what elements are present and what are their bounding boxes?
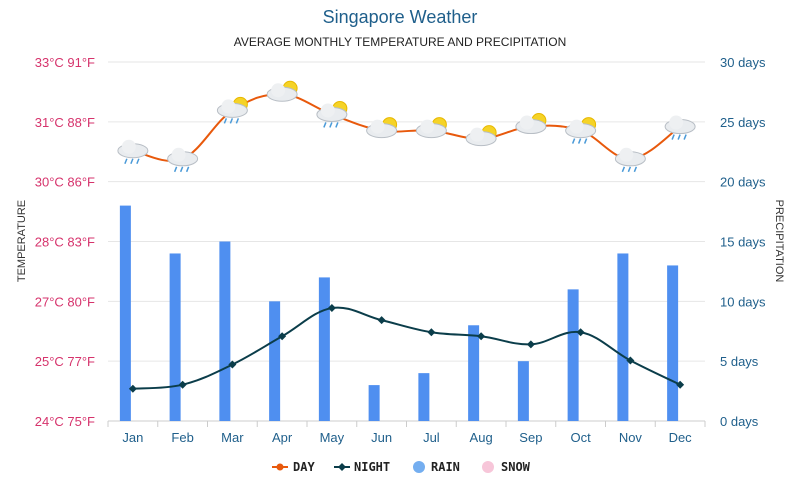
rain-drop-icon — [173, 166, 178, 173]
cloud-icon — [171, 147, 186, 162]
rain-bar — [269, 301, 281, 421]
legend-day-marker — [276, 463, 284, 471]
legend-rain-label: RAIN — [431, 460, 460, 474]
rain-drop-icon — [329, 122, 333, 128]
rain-bar — [169, 253, 181, 421]
x-tick-label: Feb — [171, 430, 193, 445]
right-tick-label: 5 days — [720, 354, 759, 369]
rain-bar — [368, 385, 380, 421]
cloud-icon — [569, 119, 584, 134]
night-point — [278, 332, 287, 341]
chart-subtitle: AVERAGE MONTHLY TEMPERATURE AND PRECIPIT… — [233, 35, 567, 49]
left-tick-label: 24°C 75°F — [35, 414, 95, 429]
legend-day-label: DAY — [293, 460, 315, 474]
rain-drop-icon — [633, 166, 638, 173]
right-tick-label: 15 days — [720, 235, 766, 250]
night-line — [132, 306, 681, 390]
rain-drop-icon — [627, 166, 632, 173]
cloud-icon — [320, 103, 335, 118]
rain-drop-icon — [179, 166, 184, 173]
x-tick-label: Mar — [221, 430, 244, 445]
x-tick-label: Jul — [423, 430, 440, 445]
cloud-icon — [221, 99, 236, 114]
rain-drop-icon — [229, 118, 234, 124]
legend-snow-swatch — [482, 461, 494, 473]
rain-drop-icon — [677, 134, 681, 140]
right-axis-title: PRECIPITATION — [773, 200, 785, 283]
x-tick-label: Apr — [272, 430, 293, 445]
legend-snow-label: SNOW — [501, 460, 531, 474]
night-point — [228, 360, 237, 369]
rain-drop-icon — [223, 118, 228, 124]
cloud-icon — [519, 115, 534, 130]
legend-night-label: NIGHT — [354, 460, 390, 474]
rain-bar — [667, 265, 679, 421]
rain-drop-icon — [621, 166, 626, 173]
x-tick-label: Dec — [669, 430, 693, 445]
night-point — [128, 384, 137, 393]
rain-drop-icon — [323, 122, 327, 128]
cloud-icon — [420, 119, 435, 134]
left-tick-label: 33°C 91°F — [35, 55, 95, 70]
cloud-icon — [370, 119, 385, 134]
right-tick-label: 25 days — [720, 115, 766, 130]
x-tick-label: Oct — [571, 430, 592, 445]
rain-drop-icon — [130, 158, 134, 165]
rain-drop-icon — [335, 122, 339, 128]
night-point — [377, 316, 386, 325]
x-tick-label: Jan — [122, 430, 143, 445]
night-point — [477, 332, 486, 341]
rain-bar — [418, 373, 430, 421]
rain-drop-icon — [671, 134, 675, 140]
rain-drop-icon — [577, 138, 582, 144]
rain-drop-icon — [235, 118, 240, 124]
rain-bar — [617, 253, 629, 421]
x-tick-label: Nov — [619, 430, 643, 445]
right-tick-label: 20 days — [720, 175, 766, 190]
left-axis-title: TEMPERATURE — [16, 200, 28, 282]
left-tick-label: 27°C 80°F — [35, 294, 95, 309]
cloud-icon — [619, 147, 634, 162]
rain-drop-icon — [583, 138, 588, 144]
left-tick-label: 31°C 88°F — [35, 115, 95, 130]
right-tick-label: 0 days — [720, 414, 759, 429]
legend-night-marker — [338, 463, 346, 471]
rain-bar — [567, 289, 579, 421]
x-tick-label: Jun — [371, 430, 392, 445]
rain-drop-icon — [683, 134, 687, 140]
cloud-icon — [470, 127, 485, 142]
night-point — [178, 380, 187, 389]
night-point — [526, 340, 535, 349]
cloud-icon — [669, 115, 684, 130]
rain-bar — [318, 277, 330, 421]
night-point — [626, 356, 635, 365]
day-line — [132, 93, 681, 162]
cloud-icon — [271, 83, 286, 98]
legend-rain-swatch — [413, 461, 425, 473]
cloud-icon — [121, 139, 136, 154]
left-tick-label: 30°C 86°F — [35, 175, 95, 190]
rain-drop-icon — [136, 158, 140, 165]
rain-bar — [517, 361, 529, 421]
left-tick-label: 28°C 83°F — [35, 235, 95, 250]
x-tick-label: Sep — [519, 430, 542, 445]
x-tick-label: Aug — [470, 430, 493, 445]
rain-drop-icon — [185, 166, 190, 173]
chart-title: Singapore Weather — [322, 7, 478, 27]
right-tick-label: 30 days — [720, 55, 766, 70]
rain-drop-icon — [571, 138, 576, 144]
rain-drop-icon — [124, 158, 128, 165]
right-tick-label: 10 days — [720, 294, 766, 309]
left-tick-label: 25°C 77°F — [35, 354, 95, 369]
rain-bar — [119, 205, 131, 421]
night-point — [427, 328, 436, 337]
rain-bar — [219, 241, 231, 421]
rain-bar — [468, 325, 480, 421]
x-tick-label: May — [320, 430, 345, 445]
night-point — [327, 304, 336, 313]
night-point — [676, 380, 685, 389]
night-point — [576, 328, 585, 337]
